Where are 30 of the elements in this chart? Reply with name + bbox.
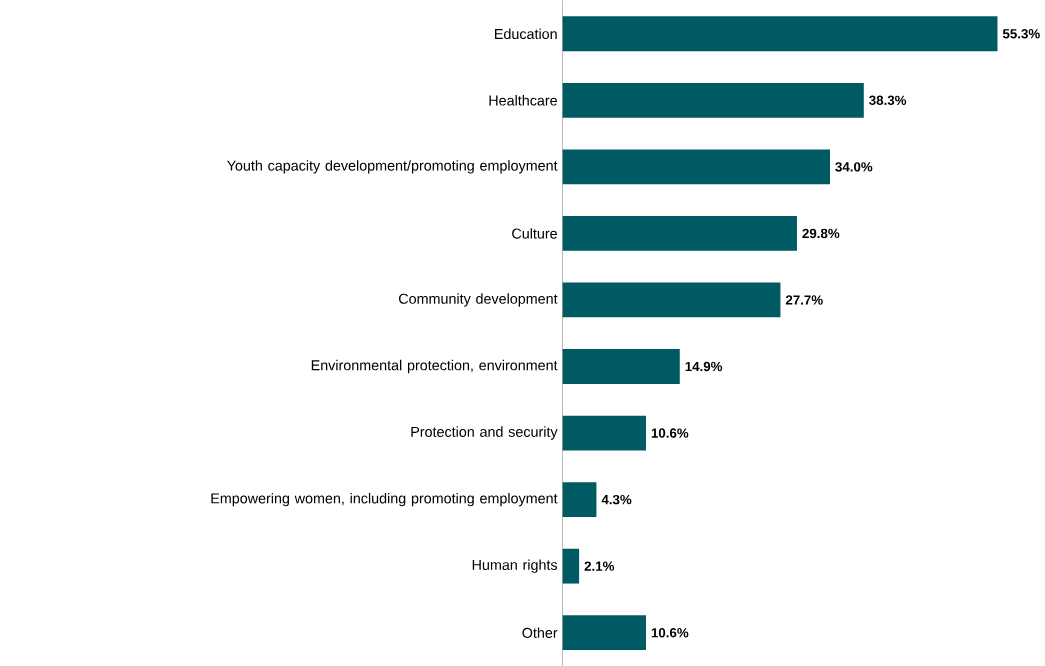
data-label: 55.3% [1002,28,1040,39]
y-tick-label: Healthcare [489,94,557,106]
y-tick-label: Empowering women, including promoting employment [211,492,558,507]
y-tick-label: Youth capacity development/promoting employment [227,159,558,174]
bar [562,548,580,584]
bar [562,615,646,650]
bar [562,16,998,51]
data-label: 38.3% [869,95,907,105]
bar [562,415,646,451]
y-tick-label: Other [522,627,558,638]
y-tick-label: Human rights [472,559,558,573]
y-tick-label: Community development [399,293,558,307]
bar [562,215,797,251]
y-tick-label: Protection and security [411,426,558,440]
bar [562,348,680,384]
bar [562,82,864,118]
data-label: 29.8% [802,228,840,238]
data-label: 2.1% [584,561,615,571]
data-label: 4.3% [601,494,632,505]
data-label: 10.6% [651,428,689,438]
y-tick-label: Education [495,28,557,39]
bar [562,481,597,517]
bar [562,149,830,185]
data-label: 34.0% [835,161,873,172]
bar [562,282,781,318]
data-label: 10.6% [651,627,689,638]
data-label: 14.9% [685,361,723,371]
y-tick-label: Culture [512,227,557,239]
data-label: 27.7% [785,295,823,305]
y-tick-label: Environmental protection, environment [311,359,558,373]
